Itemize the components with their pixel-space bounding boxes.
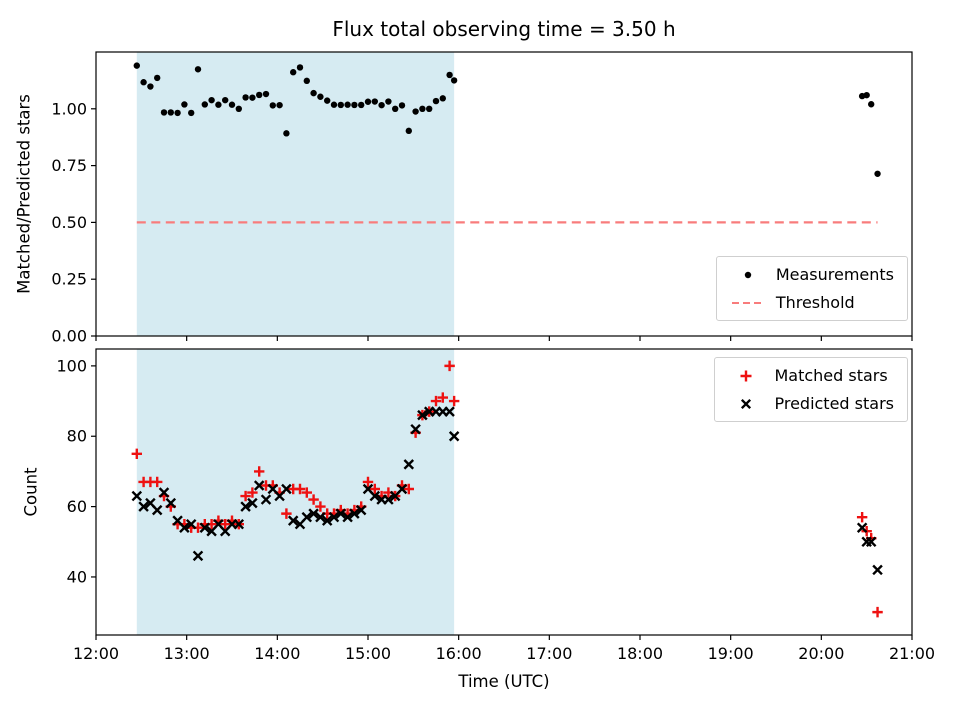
svg-text:19:00: 19:00 [708, 644, 754, 663]
y-axis-label-top: Matched/Predicted stars [14, 94, 34, 294]
series-measurements [133, 62, 881, 177]
svg-text:13:00: 13:00 [164, 644, 210, 663]
legend-item-matched-stars: Matched stars [728, 366, 894, 385]
legend-top-plot: Measurements Threshold [715, 256, 908, 321]
legend-label-matched-stars: Matched stars [774, 366, 888, 385]
series-predicted-stars [131, 406, 883, 576]
svg-text:1.00: 1.00 [51, 99, 87, 118]
svg-text:12:00: 12:00 [73, 644, 119, 663]
legend-item-measurements: Measurements [730, 265, 894, 284]
legend-label-measurements: Measurements [775, 265, 894, 284]
svg-text:0.00: 0.00 [51, 327, 87, 346]
svg-text:40: 40 [67, 567, 87, 586]
legend-label-threshold: Threshold [775, 293, 855, 312]
axes-frame [95, 348, 913, 636]
legend-item-predicted-stars: Predicted stars [728, 394, 894, 413]
y-axis-label-bottom: Count [21, 467, 41, 517]
axis-ticks: 40 60 80 100 12:00 13:00 14:00 15:00 16:00 17:00 1… [56, 356, 935, 663]
svg-text:15:00: 15:00 [345, 644, 391, 663]
legend-item-threshold: Threshold [730, 293, 894, 312]
svg-text:14:00: 14:00 [254, 644, 300, 663]
measurements-dot-icon [744, 271, 752, 278]
svg-text:60: 60 [67, 497, 87, 516]
svg-text:20:00: 20:00 [798, 644, 844, 663]
subplot-0: 0.00 0.25 0.50 0.75 1.00 [51, 51, 913, 346]
svg-text:0.75: 0.75 [51, 156, 87, 175]
svg-text:21:00: 21:00 [889, 644, 935, 663]
legend-label-predicted-stars: Predicted stars [774, 394, 894, 413]
svg-text:80: 80 [67, 427, 87, 446]
predicted-x-icon [741, 398, 752, 409]
svg-text:100: 100 [56, 356, 87, 375]
axis-ticks: 0.00 0.25 0.50 0.75 1.00 [51, 99, 913, 346]
subplot-1: 40 60 80 100 12:00 13:00 14:00 15:00 16:00 17:00 1… [56, 348, 935, 663]
x-axis-label: Time (UTC) [458, 672, 550, 691]
svg-text:18:00: 18:00 [617, 644, 663, 663]
chart-title: Flux total observing time = 3.50 h [332, 17, 676, 41]
matched-plus-icon [740, 370, 752, 381]
observing-window-shade [136, 349, 455, 635]
svg-text:16:00: 16:00 [436, 644, 482, 663]
svg-text:0.50: 0.50 [51, 213, 87, 232]
observing-window-shade [136, 52, 455, 336]
axes-frame [95, 51, 913, 337]
threshold-dashed-line-icon [731, 301, 764, 304]
svg-text:17:00: 17:00 [526, 644, 572, 663]
series-matched-stars [131, 360, 883, 618]
svg-text:0.25: 0.25 [51, 270, 87, 289]
legend-bottom-plot: Matched stars Predicted stars [714, 357, 908, 422]
